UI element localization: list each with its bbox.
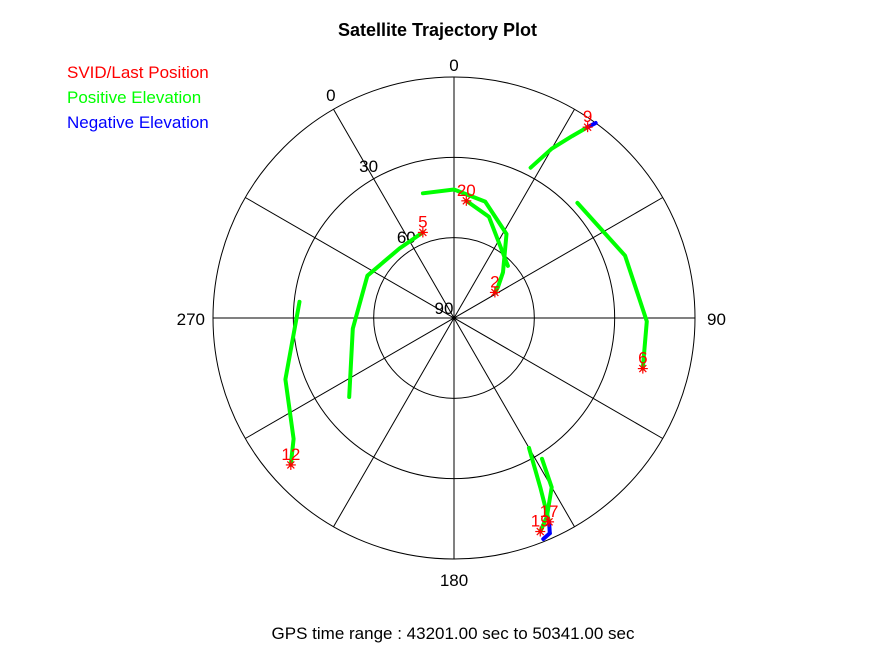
last-position-marker-sv5 bbox=[417, 227, 428, 238]
trajectory-positive-sv6 bbox=[575, 200, 649, 371]
svid-label-9: 9 bbox=[583, 107, 592, 126]
trajectory-positive-sv9 bbox=[528, 125, 590, 170]
last-position-marker-sv12 bbox=[285, 459, 296, 470]
trajectory-positive-sv12 bbox=[283, 299, 302, 467]
last-position-marker-sv6 bbox=[637, 363, 648, 374]
elevation-label-90: 90 bbox=[435, 299, 454, 318]
azimuth-label-90: 90 bbox=[707, 310, 726, 329]
chart-title: Satellite Trajectory Plot bbox=[337, 20, 538, 40]
trajectory-positive-sv19 bbox=[538, 456, 554, 534]
trajectory-negative-sv19 bbox=[541, 531, 552, 541]
legend-svid-last-position: SVID/Last Position bbox=[67, 63, 209, 82]
svid-label-2: 2 bbox=[490, 272, 499, 291]
gps-time-range: GPS time range : 43201.00 sec to 50341.0… bbox=[271, 624, 635, 643]
last-position-marker-sv2 bbox=[489, 287, 500, 298]
azimuth-label-180: 180 bbox=[440, 571, 468, 590]
svid-label-5: 5 bbox=[418, 212, 427, 231]
last-position-marker-sv9 bbox=[582, 122, 593, 133]
svid-label-19: 19 bbox=[531, 512, 550, 531]
trajectory-positive-sv20 bbox=[464, 198, 510, 268]
elevation-label-0: 0 bbox=[326, 86, 335, 105]
azimuth-label-270: 270 bbox=[177, 310, 205, 329]
last-position-marker-sv17 bbox=[544, 516, 555, 527]
trajectory-positive-sv2 bbox=[420, 187, 509, 295]
svid-label-20: 20 bbox=[457, 181, 476, 200]
legend-positive-elevation: Positive Elevation bbox=[67, 88, 202, 107]
legend-negative-elevation: Negative Elevation bbox=[67, 113, 209, 132]
last-position-marker-sv20 bbox=[461, 195, 472, 206]
trajectory-positive-sv5 bbox=[347, 230, 425, 399]
last-position-marker-sv19 bbox=[535, 526, 546, 537]
svid-label-12: 12 bbox=[281, 445, 300, 464]
svid-label-6: 6 bbox=[638, 349, 647, 368]
azimuth-label-0: 0 bbox=[449, 56, 458, 75]
azimuth-spoke-150 bbox=[333, 109, 575, 527]
svid-label-17: 17 bbox=[540, 502, 559, 521]
elevation-label-30: 30 bbox=[359, 157, 378, 176]
